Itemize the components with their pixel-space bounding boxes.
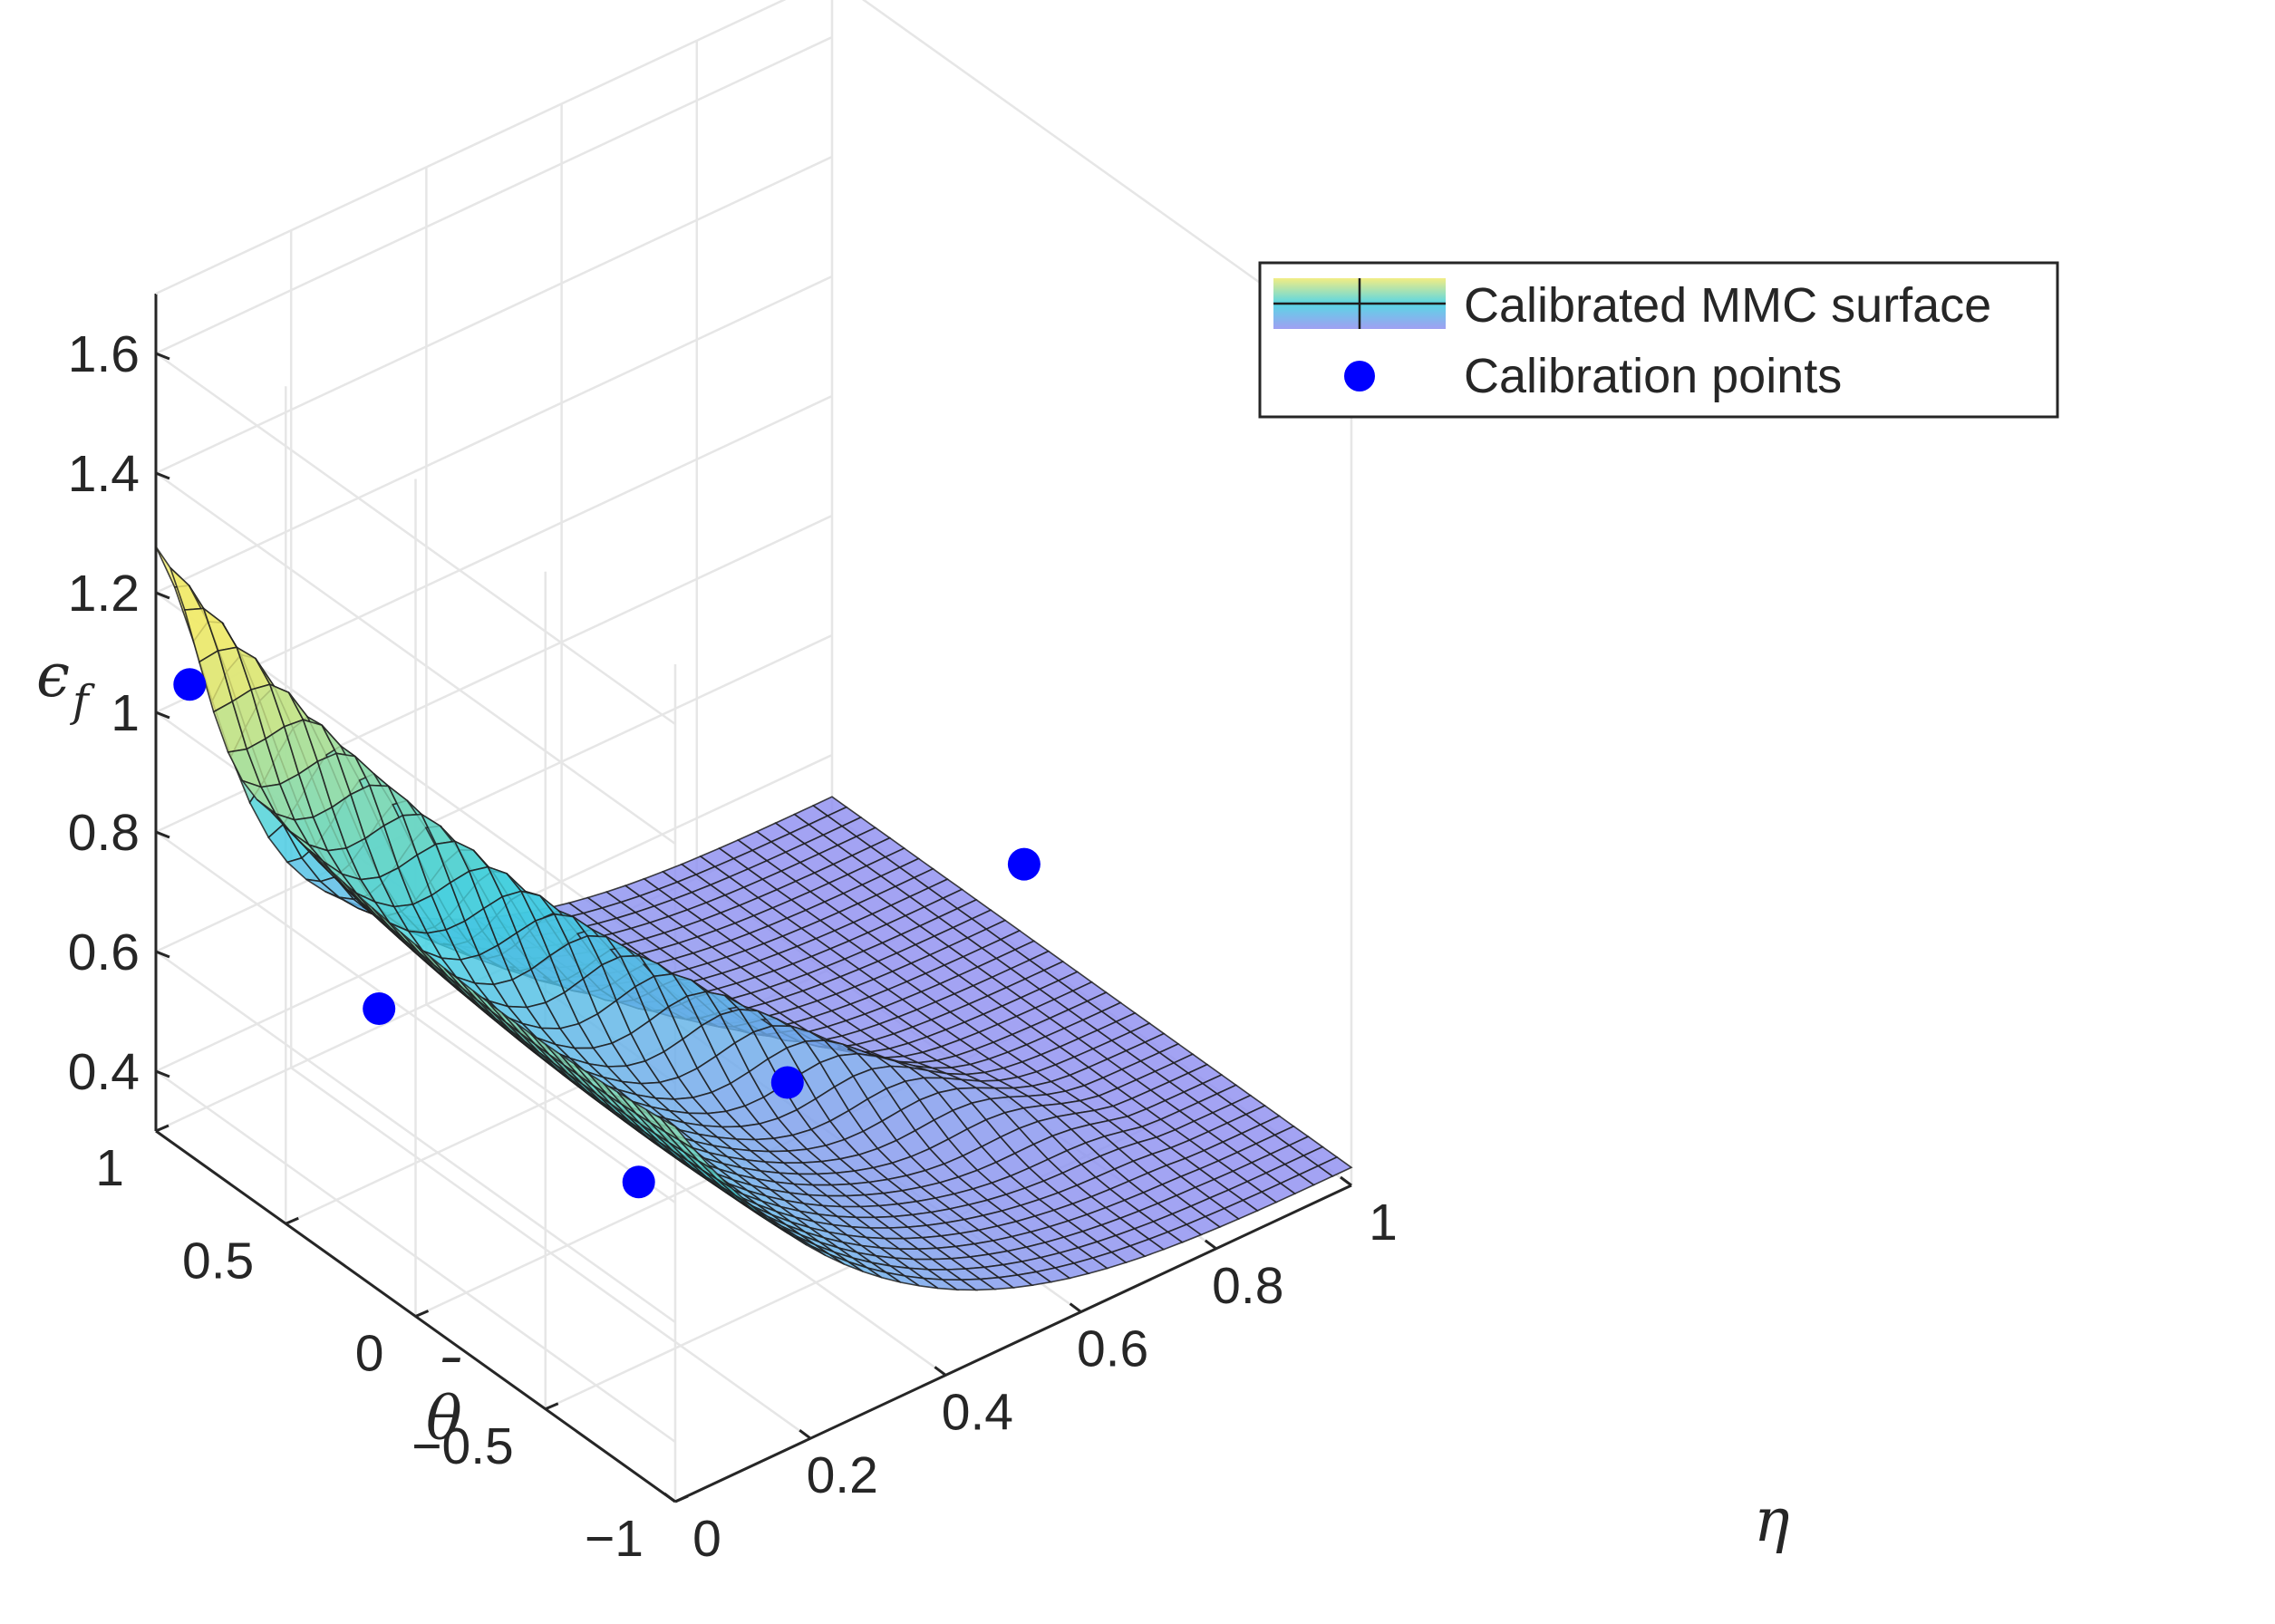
grid-z-back-6 [155, 35, 833, 355]
z-tick-4 [155, 591, 170, 600]
y-axis-label-accent: ¯ [431, 1348, 461, 1417]
calibration-point-4 [1007, 847, 1041, 881]
grid-z-left-0 [155, 1069, 676, 1444]
z-tick-0 [155, 1069, 170, 1078]
y-tick-2 [414, 1310, 430, 1318]
y-tick-4 [155, 1124, 169, 1133]
y-tick-1 [545, 1402, 559, 1411]
x-tick-label-3: 0.6 [1077, 1320, 1148, 1378]
y-tick-label-2: 0 [355, 1325, 384, 1383]
grid-z-back-3 [155, 394, 833, 714]
calibration-point-2 [622, 1165, 655, 1199]
grid-z-left-1 [155, 950, 676, 1324]
x-axis-label: η [1754, 1485, 1790, 1555]
z-tick-label-6: 1.6 [68, 325, 140, 383]
calibration-point-0 [173, 668, 207, 701]
grid-z-left-6 [155, 352, 676, 726]
calibration-points [173, 668, 1041, 1199]
tick-labels: 0 0.2 0.4 0.6 0.8 1 −1 −0.5 0 0.5 1 0.4 0.6 0.8 1 1.2 1.… [68, 325, 1398, 1568]
x-tick-label-5: 1 [1369, 1194, 1398, 1252]
calibration-point-1 [363, 992, 396, 1025]
grid-z-back-1 [155, 633, 833, 953]
grid-z-back-4 [155, 275, 833, 594]
z-tick-label-4: 1.2 [68, 565, 140, 623]
x-tick-label-0: 0 [692, 1510, 721, 1568]
x-tick-4 [1204, 1239, 1217, 1251]
z-tick-2 [155, 830, 170, 839]
z-axis-label-subscript: f [70, 676, 95, 727]
x-tick-3 [1069, 1302, 1082, 1313]
box-edge-top-back [155, 0, 787, 295]
z-axis-label: ϵ [36, 641, 70, 710]
z-tick-label-2: 0.8 [68, 804, 140, 862]
z-tick-label-5: 1.4 [68, 445, 140, 503]
y-tick-label-3: 0.5 [182, 1232, 254, 1290]
legend: Calibrated MMC surface Calibration point… [1258, 261, 2059, 419]
z-tick-3 [155, 710, 170, 720]
z-tick-6 [155, 352, 170, 361]
x-tick-label-4: 0.8 [1212, 1257, 1283, 1315]
grid-z-back-5 [155, 155, 833, 475]
x-tick-2 [934, 1366, 947, 1377]
x-tick-5 [1340, 1175, 1352, 1187]
legend-surface-label: Calibrated MMC surface [1464, 278, 1991, 333]
grid-z-left-5 [155, 471, 676, 846]
x-tick-1 [799, 1428, 812, 1440]
calibration-point-3 [770, 1066, 804, 1099]
z-tick-label-1: 0.6 [68, 923, 140, 981]
x-tick-label-1: 0.2 [807, 1446, 878, 1504]
y-tick-3 [285, 1216, 299, 1225]
mmc-surface [155, 546, 1353, 1291]
y-axis-label: θ [426, 1384, 462, 1454]
tick-marks [155, 352, 1352, 1503]
y-tick-0 [674, 1494, 689, 1503]
x-axis-line [674, 1184, 1352, 1503]
z-tick-label-0: 0.4 [68, 1043, 140, 1101]
grid-z-left-2 [155, 830, 676, 1204]
legend-points-label: Calibration points [1464, 349, 1842, 403]
y-tick-label-4: 1 [95, 1139, 124, 1197]
z-tick-5 [155, 471, 170, 480]
legend-point-marker [1344, 361, 1375, 392]
x-tick-label-2: 0.4 [942, 1383, 1013, 1441]
y-tick-label-0: −1 [585, 1510, 644, 1568]
x-tick-0 [663, 1492, 676, 1503]
surface-patch [1316, 1155, 1353, 1177]
z-tick-label-3: 1 [111, 684, 140, 742]
z-tick-1 [155, 950, 170, 959]
y-tick-label-1: −0.5 [411, 1417, 514, 1475]
